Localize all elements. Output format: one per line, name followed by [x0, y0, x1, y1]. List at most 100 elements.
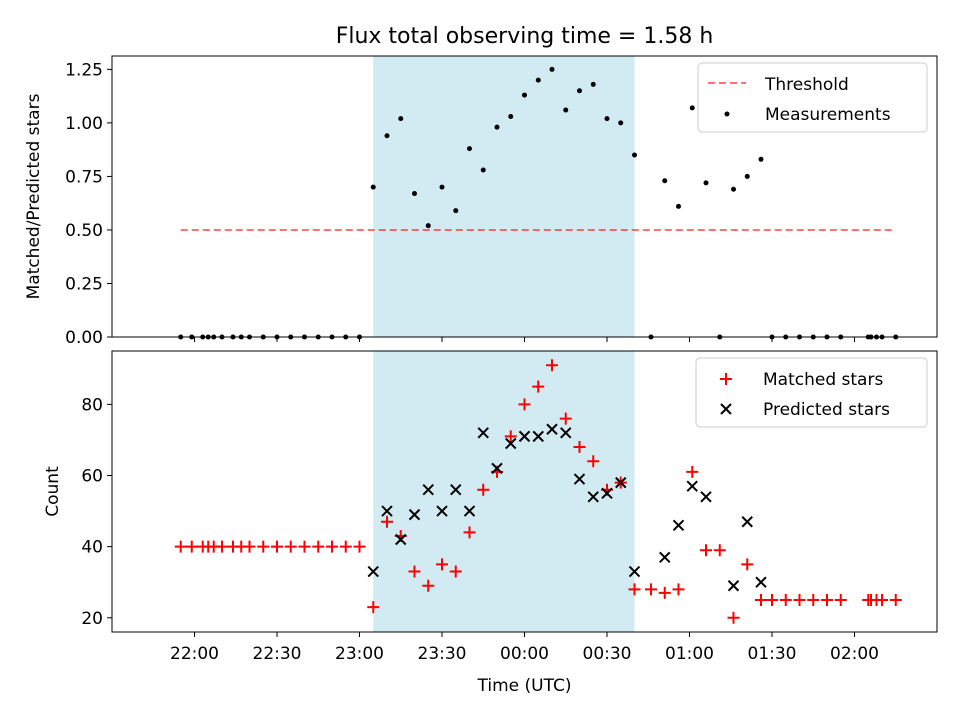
matched-star-point [312, 540, 325, 553]
matched-star-point [271, 540, 283, 553]
bottom-legend: Matched stars Predicted stars [695, 357, 928, 428]
predicted-star-point [560, 427, 572, 439]
bottom-y-tick-label: 20 [81, 609, 103, 629]
predicted-star-point [601, 487, 613, 499]
predicted-star-point [491, 462, 503, 475]
matched-star-point [889, 593, 902, 606]
measurement-point [370, 184, 376, 190]
measurement-point [494, 124, 500, 130]
matched-star-point [422, 579, 435, 592]
bottom-plot-marks [174, 359, 902, 624]
measurement-point [535, 77, 541, 83]
measurement-point [744, 173, 750, 179]
matched-star-point [559, 412, 572, 425]
measurement-point [703, 180, 709, 186]
predicted-star-point [755, 576, 767, 588]
top-y-tick-label: 1.00 [65, 114, 103, 134]
bottom-y-tick-label: 40 [81, 538, 103, 558]
measurement-point [618, 120, 624, 126]
matched-star-point [700, 544, 712, 557]
matched-star-point [257, 540, 270, 553]
predicted-star-point [367, 565, 379, 578]
top-y-tick-label: 0.75 [65, 167, 103, 187]
matched-star-point [766, 593, 778, 606]
matched-star-point [755, 593, 767, 606]
top-legend: Threshold Measurements [697, 62, 928, 133]
x-tick-label: 02:00 [830, 644, 879, 664]
predicted-star-point [659, 551, 671, 564]
matched-star-point [353, 540, 366, 553]
x-tick-label: 00:00 [500, 644, 549, 664]
legend-threshold-label: Threshold [764, 75, 849, 95]
predicted-star-point [395, 533, 407, 546]
predicted-star-point [700, 491, 712, 503]
top-y-axis-label: Matched/Predicted stars [24, 93, 44, 299]
matched-star-point [367, 601, 380, 614]
measurement-point [522, 92, 527, 98]
matched-star-point [243, 540, 256, 553]
matched-star-point [727, 611, 740, 624]
matched-star-point [876, 593, 888, 606]
matched-star-point [477, 483, 490, 496]
matched-star-point [381, 515, 393, 528]
measurement-point [508, 113, 514, 119]
measurement-point [453, 208, 459, 214]
predicted-star-point [686, 480, 698, 492]
legend-predicted-label: Predicted stars [763, 400, 890, 420]
predicted-star-point [477, 427, 489, 439]
matched-star-point [216, 540, 228, 553]
measurement-point [731, 186, 736, 192]
predicted-star-point [408, 508, 421, 521]
predicted-star-point [573, 473, 586, 485]
measurement-point [439, 184, 445, 190]
x-tick-label: 23:00 [335, 644, 384, 664]
measurement-point [590, 81, 596, 87]
measurement-point [384, 133, 390, 139]
x-tick-label: 00:30 [583, 644, 632, 664]
bottom-y-tick-label: 60 [81, 466, 103, 486]
measurement-point [604, 116, 610, 122]
matched-star-point [284, 540, 297, 553]
bottom-y-axis-label: Count [43, 466, 63, 517]
measurement-point [480, 167, 486, 173]
observing-window [373, 56, 635, 337]
matched-star-point [436, 558, 448, 571]
x-axis: 22:00 22:30 23:00 23:30 00:00 00:30 01:00 01:30… [170, 337, 879, 664]
observing-window [373, 351, 635, 632]
top-y-axis: 0.00 0.25 0.50 0.75 1.00 1.25 [65, 60, 112, 348]
measurement-point [425, 223, 431, 229]
measurement-point [549, 66, 555, 72]
measurement-point [662, 178, 668, 184]
top-observing-window-layer [373, 56, 635, 337]
matched-star-point [174, 540, 187, 553]
matched-star-point [587, 455, 600, 468]
bottom-y-axis: 20 40 60 80 [81, 395, 112, 629]
matched-star-point [834, 593, 847, 606]
top-y-tick-label: 0.00 [65, 328, 103, 348]
measurement-point [689, 105, 695, 111]
x-tick-label: 22:00 [170, 644, 219, 664]
measurement-point [577, 88, 582, 94]
bottom-observing-window-layer [373, 351, 635, 632]
matched-star-point [672, 583, 685, 596]
top-legend-box [697, 62, 928, 133]
matched-star-point [408, 565, 421, 578]
matched-star-point [339, 540, 352, 553]
matched-star-point [573, 441, 586, 454]
matched-star-point [807, 593, 820, 606]
legend-predicted-swatch [720, 403, 732, 415]
predicted-star-point [672, 519, 685, 531]
measurement-point [563, 107, 569, 113]
matched-star-point [546, 359, 558, 372]
matched-star-point [532, 380, 545, 393]
predicted-star-point [532, 430, 544, 443]
predicted-star-point [741, 516, 753, 528]
bottom-y-tick-label: 80 [81, 395, 103, 415]
legend-measurements-label: Measurements [765, 105, 891, 125]
predicted-star-point [505, 437, 517, 450]
x-axis-label: Time (UTC) [477, 676, 572, 696]
matched-star-point [713, 544, 726, 557]
matched-star-point [449, 565, 462, 578]
matched-star-point [645, 583, 657, 596]
